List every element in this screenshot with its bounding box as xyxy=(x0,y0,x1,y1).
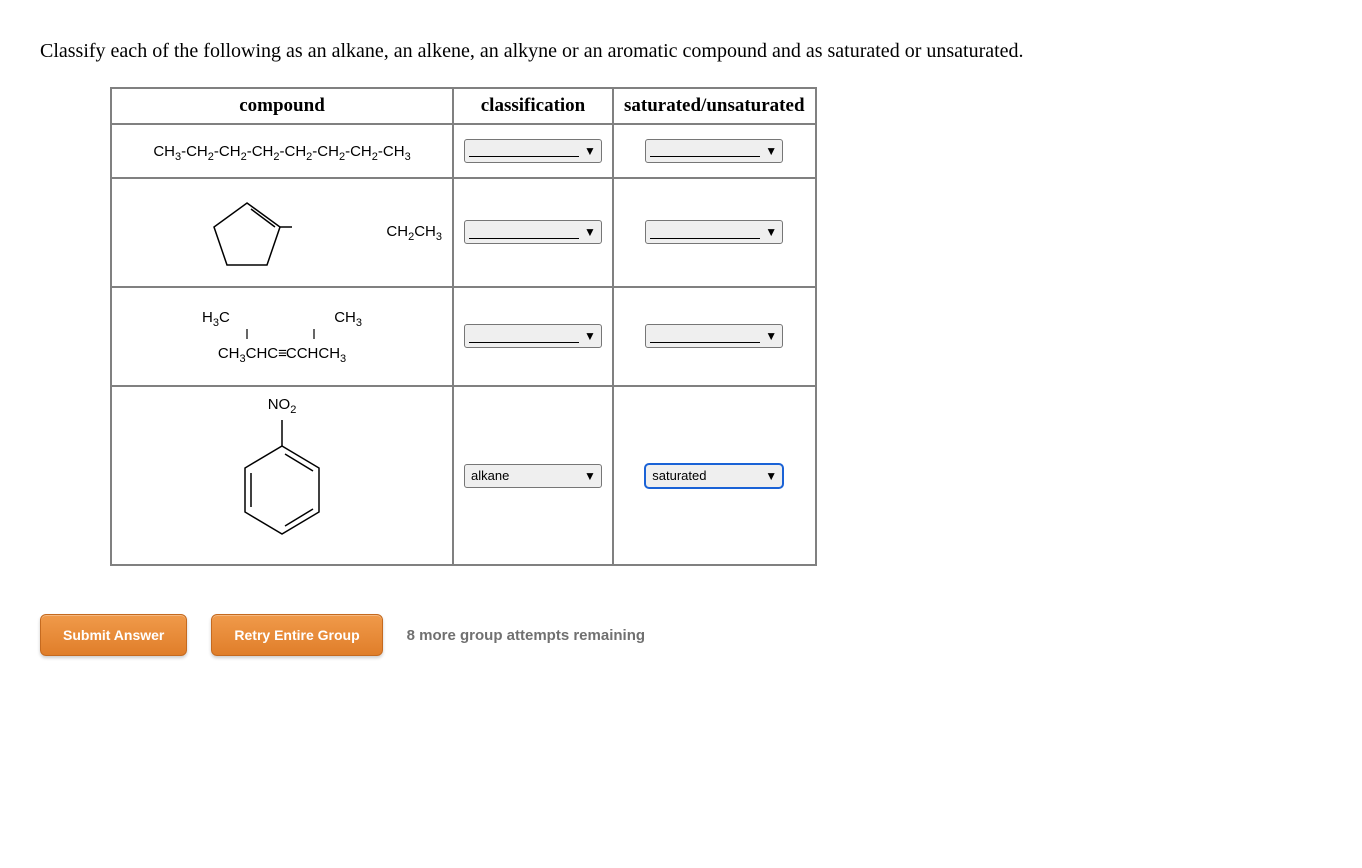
chevron-down-icon: ▼ xyxy=(583,145,597,157)
select-value: saturated xyxy=(650,468,764,483)
bond-lines-icon xyxy=(192,327,372,341)
saturation-select[interactable]: ▼ xyxy=(645,324,783,348)
classification-select[interactable]: ▼ xyxy=(464,139,602,163)
compound-cell: CH3-CH2-CH2-CH2-CH2-CH2-CH2-CH3 xyxy=(111,124,453,178)
chevron-down-icon: ▼ xyxy=(764,330,778,342)
chevron-down-icon: ▼ xyxy=(583,330,597,342)
nitrobenzene-structure-icon xyxy=(227,416,337,556)
cyclopentene-structure-icon xyxy=(202,193,292,273)
classification-cell: alkane ▼ xyxy=(453,386,613,565)
saturation-select[interactable]: saturated ▼ xyxy=(644,463,784,489)
compound-cell: NO2 xyxy=(111,386,453,565)
select-blank-underline xyxy=(650,144,760,157)
compound-cell: H3C CH3 CH3CHC≡CCHCH3 xyxy=(111,287,453,386)
select-blank-underline xyxy=(469,226,579,239)
saturation-select[interactable]: ▼ xyxy=(645,220,783,244)
chevron-down-icon: ▼ xyxy=(583,470,597,482)
classification-cell: ▼ xyxy=(453,287,613,386)
saturation-cell: ▼ xyxy=(613,178,816,287)
header-classification: classification xyxy=(453,88,613,124)
chevron-down-icon: ▼ xyxy=(764,145,778,157)
compound-cell: CH2CH3 xyxy=(111,178,453,287)
classification-cell: ▼ xyxy=(453,124,613,178)
branch-label-left: H3C xyxy=(202,309,230,329)
main-chain-label: CH3CHC≡CCHCH3 xyxy=(218,345,346,362)
table-row: CH3-CH2-CH2-CH2-CH2-CH2-CH2-CH3 ▼ ▼ xyxy=(111,124,816,178)
select-blank-underline xyxy=(469,144,579,157)
chevron-down-icon: ▼ xyxy=(764,470,778,482)
select-blank-underline xyxy=(650,226,760,239)
table-row: H3C CH3 CH3CHC≡CCHCH3 ▼ ▼ xyxy=(111,287,816,386)
header-compound: compound xyxy=(111,88,453,124)
substituent-label: CH2CH3 xyxy=(386,223,442,243)
classification-select[interactable]: ▼ xyxy=(464,220,602,244)
submit-answer-button[interactable]: Submit Answer xyxy=(40,614,187,656)
saturation-cell: saturated ▼ xyxy=(613,386,816,565)
attempts-remaining-text: 8 more group attempts remaining xyxy=(407,627,645,644)
compound-table: compound classification saturated/unsatu… xyxy=(110,87,817,566)
question-text: Classify each of the following as an alk… xyxy=(40,40,1322,63)
chevron-down-icon: ▼ xyxy=(583,226,597,238)
classification-select[interactable]: alkane ▼ xyxy=(464,464,602,488)
classification-cell: ▼ xyxy=(453,178,613,287)
button-row: Submit Answer Retry Entire Group 8 more … xyxy=(40,614,1322,656)
saturation-select[interactable]: ▼ xyxy=(645,139,783,163)
select-blank-underline xyxy=(469,330,579,343)
table-row: CH2CH3 ▼ ▼ xyxy=(111,178,816,287)
substituent-label: NO2 xyxy=(268,396,297,416)
select-value: alkane xyxy=(469,468,583,483)
classification-select[interactable]: ▼ xyxy=(464,324,602,348)
saturation-cell: ▼ xyxy=(613,287,816,386)
chevron-down-icon: ▼ xyxy=(764,226,778,238)
saturation-cell: ▼ xyxy=(613,124,816,178)
table-header-row: compound classification saturated/unsatu… xyxy=(111,88,816,124)
branch-label-right: CH3 xyxy=(334,309,362,329)
retry-group-button[interactable]: Retry Entire Group xyxy=(211,614,382,656)
table-row: NO2 alkane ▼ saturated xyxy=(111,386,816,565)
compound-formula: CH3-CH2-CH2-CH2-CH2-CH2-CH2-CH3 xyxy=(153,143,410,160)
select-blank-underline xyxy=(650,330,760,343)
header-saturation: saturated/unsaturated xyxy=(613,88,816,124)
